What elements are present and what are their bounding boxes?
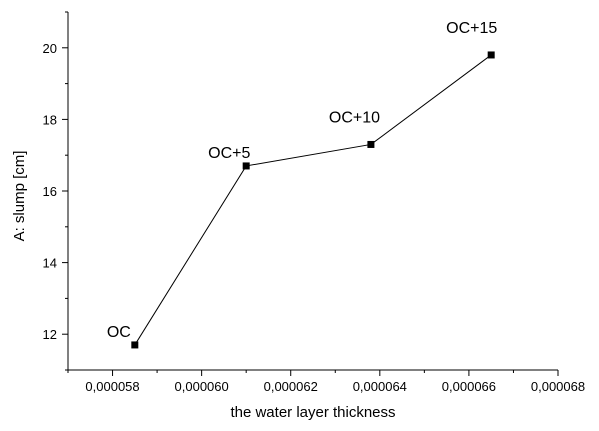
data-point — [487, 51, 495, 59]
y-tick-label: 14 — [43, 256, 57, 271]
y-tick-label: 16 — [43, 184, 57, 199]
x-axis-title: the water layer thickness — [230, 404, 395, 421]
x-tick-label: 0,000064 — [353, 379, 407, 394]
x-tick-label: 0,000066 — [442, 379, 496, 394]
point-label: OC — [107, 324, 131, 341]
y-tick-label: 18 — [43, 112, 57, 127]
x-tick-label: 0,000058 — [85, 379, 139, 394]
point-label: OC+10 — [329, 109, 380, 126]
data-point — [367, 140, 375, 148]
point-labels: OC OC+5 OC+10 OC+15 — [107, 20, 498, 341]
y-tick-label: 12 — [43, 327, 57, 342]
axes — [67, 12, 558, 371]
x-tick-label: 0,000062 — [264, 379, 318, 394]
x-tick-label: 0,000068 — [531, 379, 585, 394]
x-tick-label: 0,000060 — [175, 379, 229, 394]
y-axis-title: A: slump [cm] — [11, 151, 28, 242]
x-ticks: 0,000058 0,000060 0,000062 0,000064 0,000066… — [67, 370, 585, 394]
series-line — [134, 54, 492, 346]
point-label: OC+15 — [446, 20, 497, 37]
data-point — [242, 162, 250, 170]
y-tick-label: 20 — [43, 41, 57, 56]
series — [131, 51, 495, 349]
point-label: OC+5 — [208, 145, 250, 162]
data-point — [131, 341, 139, 349]
y-ticks: 12 14 16 18 20 — [43, 11, 68, 371]
